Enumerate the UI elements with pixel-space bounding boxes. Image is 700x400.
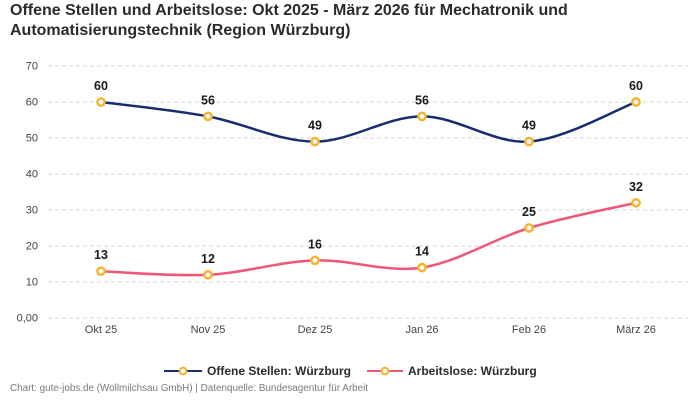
svg-text:März 26: März 26 [616,324,656,336]
svg-text:10: 10 [26,277,38,289]
svg-text:30: 30 [26,205,38,217]
svg-text:Jan 26: Jan 26 [405,324,438,336]
svg-text:0,00: 0,00 [17,313,38,325]
svg-text:20: 20 [26,241,38,253]
svg-text:12: 12 [201,252,215,266]
svg-text:Okt 25: Okt 25 [85,324,117,336]
svg-text:14: 14 [415,245,429,259]
svg-text:40: 40 [26,169,38,181]
svg-text:49: 49 [308,119,322,133]
svg-text:25: 25 [522,205,536,219]
svg-text:Nov 25: Nov 25 [191,324,226,336]
svg-text:60: 60 [26,97,38,109]
svg-text:Arbeitslose: Würzburg: Arbeitslose: Würzburg [408,364,537,378]
svg-text:60: 60 [94,79,108,93]
svg-text:60: 60 [629,79,643,93]
svg-text:50: 50 [26,133,38,145]
svg-text:49: 49 [522,119,536,133]
svg-text:13: 13 [94,248,108,262]
svg-text:56: 56 [201,93,215,107]
svg-text:Dez 25: Dez 25 [298,324,333,336]
svg-text:16: 16 [308,237,322,251]
svg-text:70: 70 [26,61,38,73]
svg-text:Offene Stellen: Würzburg: Offene Stellen: Würzburg [207,364,351,378]
svg-text:32: 32 [629,180,643,194]
svg-text:56: 56 [415,93,429,107]
svg-text:Feb 26: Feb 26 [512,324,546,336]
